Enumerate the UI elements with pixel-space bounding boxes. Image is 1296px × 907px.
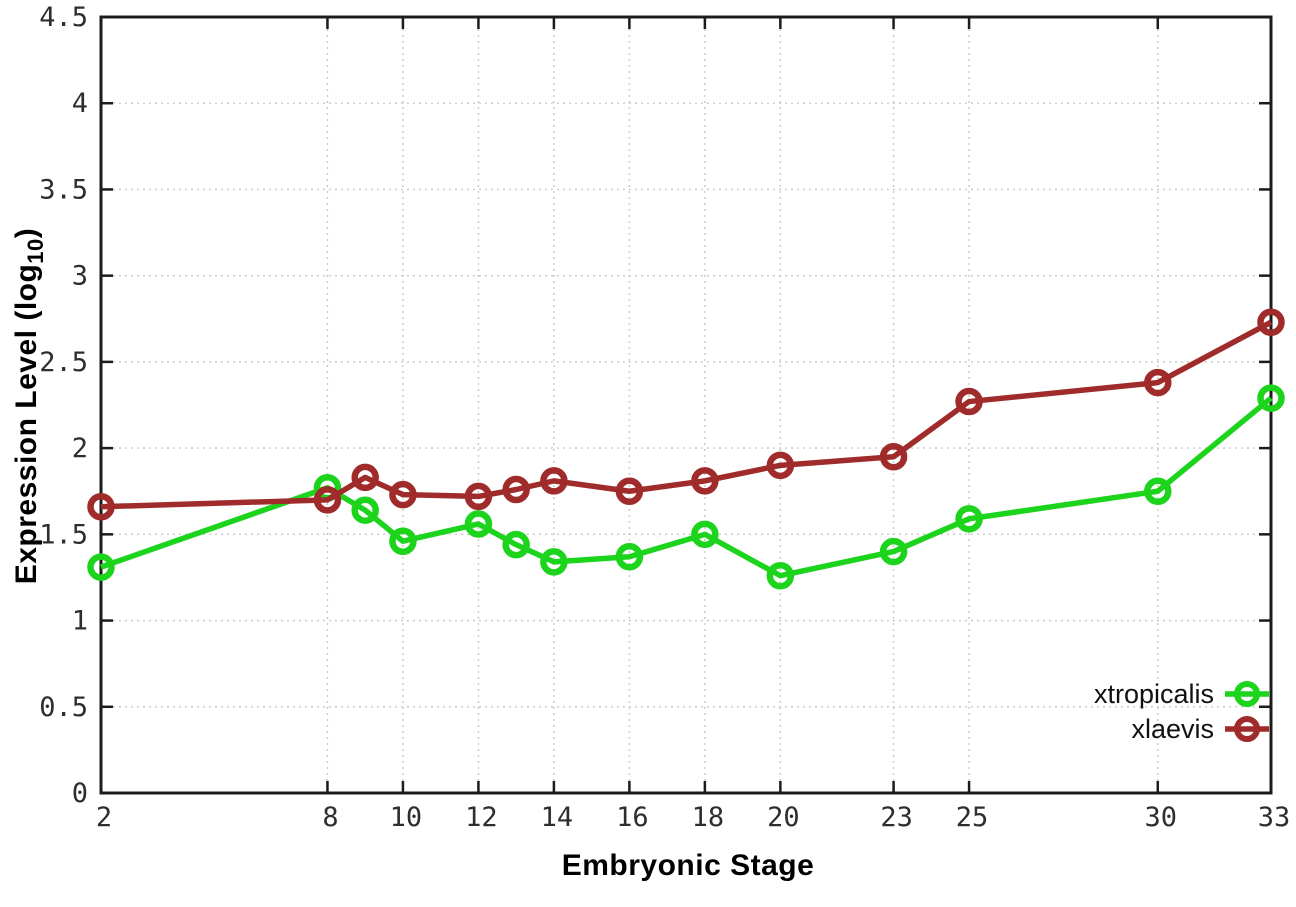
series-xtropicalis <box>87 384 1285 590</box>
x-tick-label: 16 <box>616 802 649 833</box>
legend: xtropicalis xlaevis <box>1094 678 1270 745</box>
data-point-marker <box>87 553 115 581</box>
y-axis-title-end: ) <box>10 227 43 239</box>
x-tick-label: 10 <box>390 802 423 833</box>
data-point-marker <box>615 477 644 505</box>
data-point-marker <box>389 480 417 509</box>
y-axis-title-main: Expression Level (log <box>10 263 43 585</box>
x-tick-label: 18 <box>692 802 725 833</box>
y-tick-label: 2 <box>72 433 88 464</box>
data-point-marker <box>502 530 530 559</box>
data-point-marker <box>1144 477 1172 505</box>
data-point-marker <box>464 482 493 511</box>
x-tick-label: 2 <box>96 802 112 833</box>
gridlines <box>100 16 1272 794</box>
x-tick-label: 25 <box>956 802 989 833</box>
data-point-marker <box>766 451 795 480</box>
tick-marks <box>99 15 1273 795</box>
x-tick-label: 14 <box>541 802 574 833</box>
legend-label-xtropicalis: xtropicalis <box>1093 679 1214 709</box>
y-tick-label: 3.5 <box>39 174 88 205</box>
y-axis-title-subscript: 10 <box>23 238 48 264</box>
data-point-marker <box>879 537 908 566</box>
data-point-marker <box>351 463 379 492</box>
data-point-marker <box>879 442 908 471</box>
series-line-xlaevis <box>100 319 1273 510</box>
y-tick-label: 4 <box>72 88 88 119</box>
legend-item-xlaevis: xlaevis <box>1131 713 1270 745</box>
x-axis-title: Embryonic Stage <box>561 849 815 882</box>
axis-border <box>99 15 1273 795</box>
data-point-marker <box>464 510 493 538</box>
y-tick-label: 2.5 <box>39 347 88 378</box>
x-tick-label: 30 <box>1145 802 1178 833</box>
series-xlaevis <box>87 308 1285 521</box>
x-tick-label: 8 <box>322 802 338 833</box>
data-point-marker <box>1144 368 1172 397</box>
data-point-marker <box>502 475 530 504</box>
tick-labels: 0 0.5 1 1.5 2 2.5 3 3.5 4 4.5 2 8 10 12 14 16 18 20 23 25 30… <box>39 2 1290 833</box>
data-point-marker <box>955 505 983 533</box>
x-tick-label: 12 <box>465 802 498 833</box>
data-point-marker <box>540 548 568 576</box>
y-tick-label: 1.5 <box>39 519 88 550</box>
y-tick-label: 0 <box>72 778 88 809</box>
y-axis-title: Expression Level (log10) <box>10 227 48 585</box>
x-tick-label: 23 <box>880 802 913 833</box>
data-point-marker <box>691 520 719 549</box>
data-point-marker <box>1257 308 1285 336</box>
y-tick-label: 0.5 <box>39 692 88 723</box>
data-point-marker <box>766 561 795 590</box>
x-tick-label: 33 <box>1258 802 1291 833</box>
legend-item-xtropicalis: xtropicalis <box>1094 678 1270 710</box>
data-point-marker <box>615 543 644 571</box>
series-line-xtropicalis <box>100 395 1273 579</box>
data-point-marker <box>955 387 983 416</box>
x-tick-label: 20 <box>767 802 800 833</box>
data-point-marker <box>313 486 342 514</box>
legend-sample-line-icon <box>1225 681 1269 707</box>
legend-label-xlaevis: xlaevis <box>1131 714 1214 744</box>
data-point-marker <box>351 496 379 524</box>
data-point-marker <box>691 467 719 495</box>
y-tick-label: 4.5 <box>39 2 88 33</box>
data-point-marker <box>540 467 568 495</box>
data-point-marker <box>87 492 115 521</box>
legend-sample-line-icon <box>1225 716 1269 742</box>
y-tick-label: 1 <box>72 606 88 637</box>
data-point-marker <box>1257 384 1285 412</box>
data-point-marker <box>389 527 417 555</box>
y-tick-label: 3 <box>72 261 88 292</box>
